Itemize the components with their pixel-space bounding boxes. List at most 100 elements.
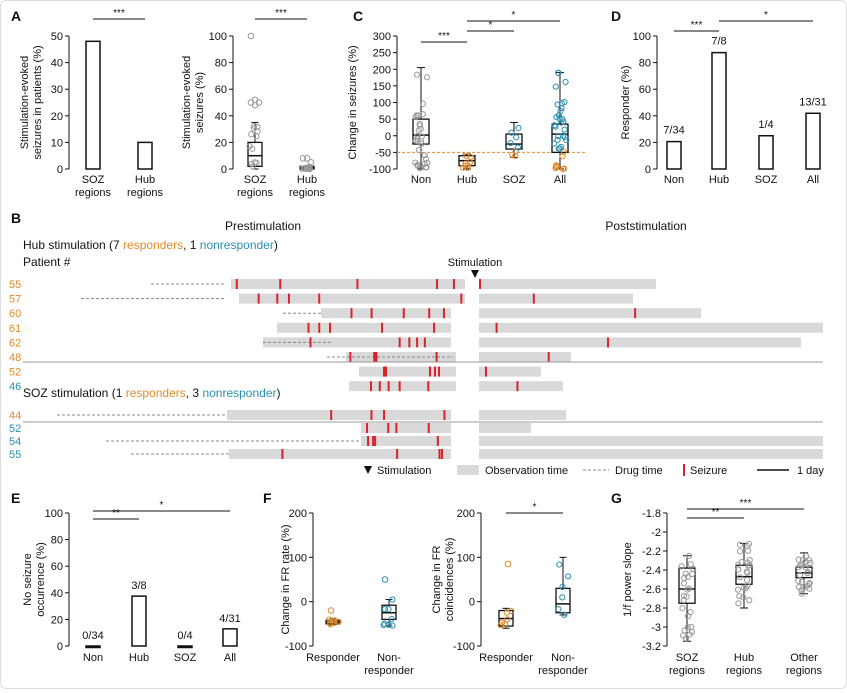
category-label: SOZ (82, 174, 105, 186)
seizure-mark (307, 322, 310, 333)
data-point (558, 143, 565, 151)
observation-bar (479, 322, 823, 333)
category-label: Non (411, 174, 431, 186)
data-point (558, 104, 565, 112)
outlier-point (247, 99, 255, 106)
data-point (552, 83, 559, 90)
data-point (381, 620, 388, 627)
data-point (412, 137, 419, 144)
observation-bar (479, 436, 823, 446)
data-point (561, 611, 568, 618)
data-point (678, 563, 685, 570)
seizure-mark (281, 449, 284, 459)
y-tick-label: 40 (639, 111, 651, 123)
category-label: regions (669, 665, 706, 677)
data-point (800, 584, 807, 591)
data-point (557, 107, 564, 115)
category-label: Other (790, 652, 818, 664)
seizure-mark (387, 381, 390, 392)
observation-bar (479, 410, 566, 420)
category-label: Hub (135, 174, 155, 186)
observation-bar (479, 381, 563, 392)
outlier-point (255, 99, 263, 106)
bar (222, 628, 238, 647)
y-tick-label: -2.6 (642, 584, 661, 596)
y-tick-label: 0 (57, 641, 63, 653)
data-point (553, 162, 560, 169)
panel-letter-A: A (11, 8, 21, 24)
seizure-mark (443, 410, 446, 420)
patient-number-label: Patient # (23, 255, 71, 269)
data-point (551, 122, 558, 129)
significance-label: *** (740, 498, 752, 509)
y-tick-label: 80 (639, 58, 651, 70)
data-point (688, 623, 695, 631)
y-tick-label: 40 (51, 58, 63, 70)
bar-value-label: 0/34 (82, 630, 103, 642)
bar (85, 645, 101, 649)
category-label: All (554, 174, 566, 186)
seizure-mark (235, 279, 238, 289)
patient-id: 55 (9, 449, 21, 461)
seizure-mark (484, 366, 487, 377)
seizure-mark (433, 322, 436, 333)
seizure-mark (349, 352, 352, 362)
seizure-mark (387, 423, 390, 433)
data-point (562, 78, 569, 86)
y-tick-label: 20 (215, 137, 227, 149)
data-point (742, 585, 750, 592)
observation-bar (239, 293, 465, 304)
data-point (423, 164, 430, 171)
y-axis-label: Change in FR rate (%) (280, 524, 292, 634)
bar (666, 140, 682, 170)
seizure-mark (366, 423, 369, 433)
y-tick-label: 150 (373, 81, 391, 93)
hub-stimulation-title: Hub stimulation (7 responders, 1 nonresp… (23, 238, 278, 252)
y-axis-label: Stimulation-evoked (19, 56, 31, 150)
seizure-mark (356, 279, 359, 289)
legend-day: 1 day (797, 465, 824, 477)
seizure-mark (398, 381, 401, 392)
seizure-mark (385, 366, 387, 377)
data-point (684, 586, 691, 593)
legend-stimulation: Stimulation (377, 465, 431, 477)
y-axis-label: No seizure (22, 553, 34, 606)
legend-observation-swatch (457, 465, 479, 475)
data-point (559, 132, 567, 139)
y-tick-label: 100 (457, 552, 475, 564)
data-point (687, 609, 694, 616)
seizure-mark (383, 366, 385, 377)
data-point (735, 561, 742, 568)
patient-id: 48 (9, 352, 21, 364)
data-point (416, 165, 423, 172)
seizure-mark (516, 381, 519, 392)
bar (711, 51, 727, 170)
bar-value-label: 4/31 (219, 613, 240, 625)
data-point (682, 570, 689, 577)
seizure-mark (402, 308, 405, 319)
observation-bar (231, 279, 465, 289)
seizure-mark (395, 423, 398, 433)
significance-label: ** (112, 508, 120, 519)
bar-value-label: 7/34 (663, 125, 684, 137)
data-point (736, 541, 744, 548)
seizure-mark (370, 410, 373, 420)
bar-value-label: 7/8 (711, 36, 726, 48)
seizure-mark (309, 337, 312, 348)
patient-id: 46 (9, 381, 21, 393)
seizure-mark (416, 337, 419, 348)
data-point (508, 129, 515, 136)
category-label: SOZ (755, 174, 778, 186)
y-tick-label: 10 (51, 137, 63, 149)
category-label: regions (75, 187, 112, 199)
data-point (553, 163, 561, 170)
seizure-mark (279, 279, 282, 289)
category-label: Non (664, 174, 684, 186)
panel-letter-D: D (611, 8, 621, 24)
y-tick-label: -3 (651, 622, 661, 634)
outlier-point (251, 96, 259, 104)
data-point (688, 628, 695, 636)
bar (131, 595, 147, 647)
observation-bar (479, 308, 701, 319)
